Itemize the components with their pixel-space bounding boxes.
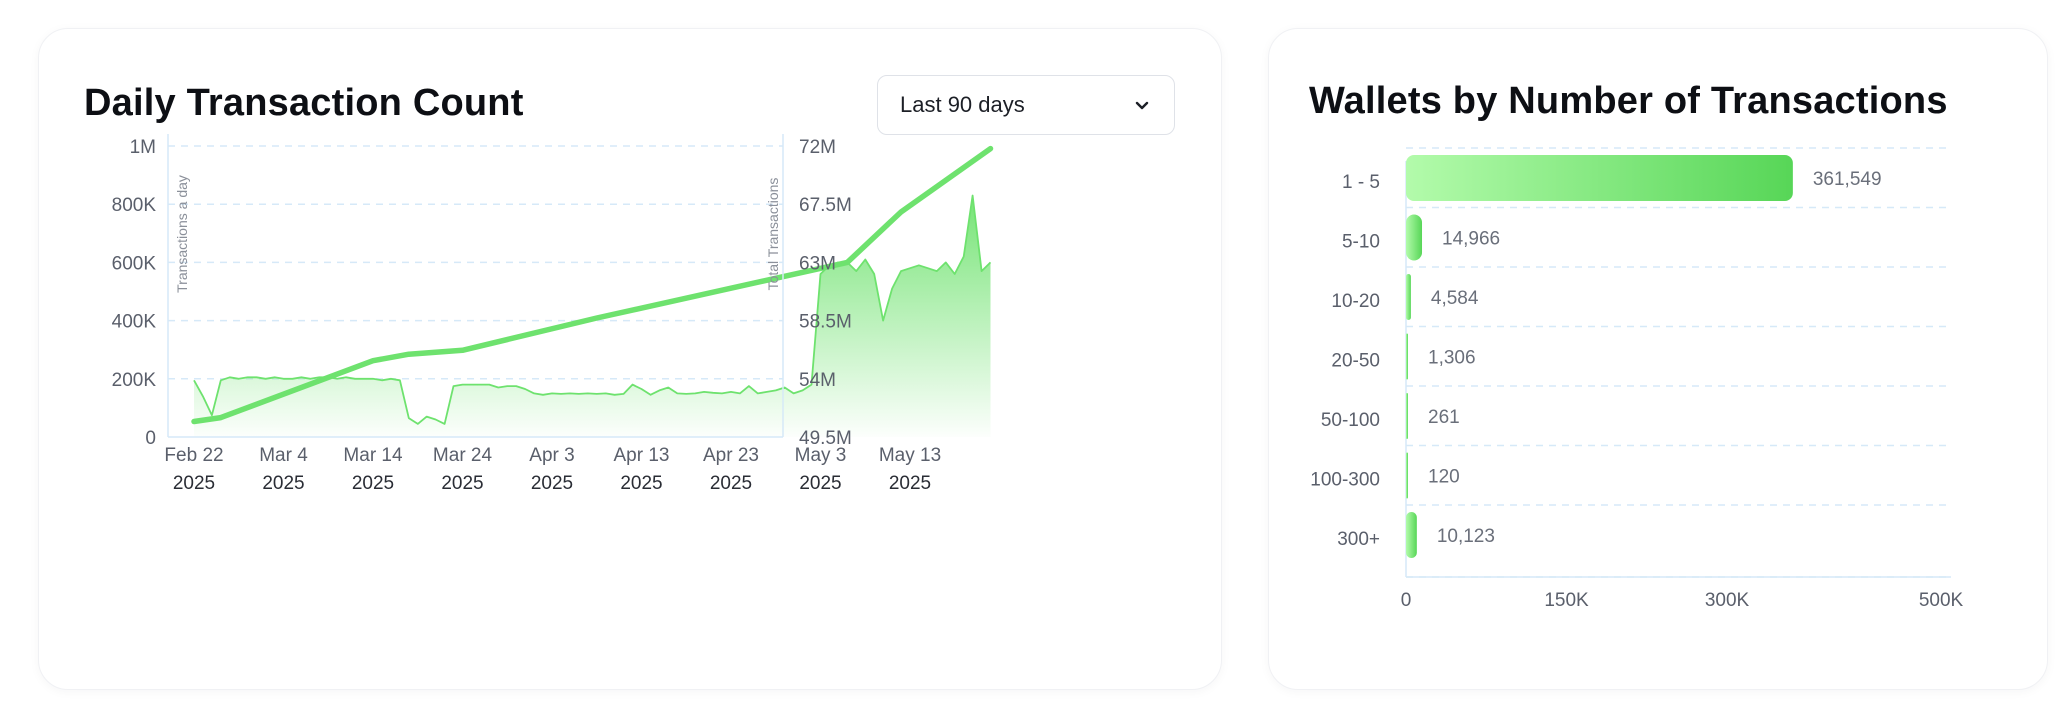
x-tick-label: 150K <box>1544 590 1589 611</box>
wallets-bar-chart: 361,549 1 - 5 14,966 5-10 4,584 10-20 1,306 20-… <box>1310 147 1964 611</box>
x-tick-year: 2025 <box>352 473 394 494</box>
x-tick-label: Mar 4 <box>259 445 308 466</box>
y-tick-label: 800K <box>112 195 157 216</box>
x-tick-year: 2025 <box>620 473 662 494</box>
x-tick-label: 0 <box>1401 590 1412 611</box>
x-tick-year: 2025 <box>262 473 304 494</box>
x-tick-label: Mar 14 <box>343 445 403 466</box>
y-axis-title: Transactions a day <box>174 175 190 293</box>
x-tick-year: 2025 <box>531 473 573 494</box>
x-tick-year: 2025 <box>441 473 483 494</box>
bar-value-label: 10,123 <box>1437 526 1495 547</box>
x-tick-label: 500K <box>1919 590 1964 611</box>
x-tick-year: 2025 <box>889 473 931 494</box>
x-tick-year: 2025 <box>799 473 841 494</box>
x-tick-year: 2025 <box>710 473 752 494</box>
y2-axis-title: Total Transactions <box>765 178 781 291</box>
bar <box>1406 274 1411 320</box>
y2-tick-label: 72M <box>799 137 836 158</box>
bar-value-label: 14,966 <box>1442 229 1500 250</box>
date-range-select[interactable]: Last 90 days <box>877 75 1175 135</box>
x-tick-label: May 13 <box>879 445 941 466</box>
daily-transactions-area <box>194 195 991 437</box>
chart-title: Daily Transaction Count <box>84 82 524 124</box>
y-tick-label: 200K <box>112 370 157 391</box>
y-tick-label: 1M <box>130 137 156 158</box>
bar-value-label: 120 <box>1428 467 1460 488</box>
bar-value-label: 261 <box>1428 407 1460 428</box>
y2-tick-label: 58.5M <box>799 312 852 333</box>
x-tick-label: 300K <box>1705 590 1750 611</box>
bar-value-label: 4,584 <box>1431 288 1479 309</box>
x-tick-year: 2025 <box>173 473 215 494</box>
bar <box>1406 512 1417 558</box>
y2-tick-label: 49.5M <box>799 428 852 449</box>
chart-title: Wallets by Number of Transactions <box>1309 80 1948 122</box>
category-label: 100-300 <box>1310 470 1380 491</box>
x-tick-label: Apr 13 <box>614 445 670 466</box>
daily-transaction-chart: 0 200K 400K 600K 800K 1M 49.5M 54M 58.5M 63M 67.5M… <box>112 134 994 494</box>
x-tick-label: Feb 22 <box>164 445 223 466</box>
total-transactions-line <box>191 145 994 425</box>
bar <box>1406 393 1408 439</box>
y2-tick-label: 54M <box>799 370 836 391</box>
bar <box>1406 214 1423 261</box>
x-tick-label: Mar 24 <box>433 445 493 466</box>
bar-value-label: 361,549 <box>1813 169 1882 190</box>
y-tick-label: 0 <box>145 428 156 449</box>
bar-value-label: 1,306 <box>1428 348 1476 369</box>
x-tick-label: Apr 23 <box>703 445 759 466</box>
y-tick-label: 600K <box>112 253 157 274</box>
category-label: 50-100 <box>1321 410 1380 431</box>
y2-tick-label: 67.5M <box>799 195 852 216</box>
category-label: 300+ <box>1337 529 1380 550</box>
bar <box>1406 333 1408 380</box>
date-range-value: Last 90 days <box>900 92 1025 117</box>
y2-tick-label: 63M <box>799 253 836 274</box>
y-tick-label: 400K <box>112 312 157 333</box>
category-label: 10-20 <box>1331 291 1380 312</box>
category-label: 1 - 5 <box>1342 172 1380 193</box>
x-tick-label: Apr 3 <box>529 445 574 466</box>
category-label: 20-50 <box>1331 351 1380 372</box>
chevron-down-icon <box>1135 101 1149 110</box>
wallets-card: Wallets by Number of Transactions 361,54… <box>1268 28 2048 690</box>
category-label: 5-10 <box>1342 232 1380 253</box>
x-tick-label: May 3 <box>795 445 847 466</box>
daily-transaction-card: Daily Transaction Count Last 90 days 0 20… <box>38 28 1222 690</box>
bar <box>1406 452 1408 499</box>
bar <box>1406 155 1793 201</box>
